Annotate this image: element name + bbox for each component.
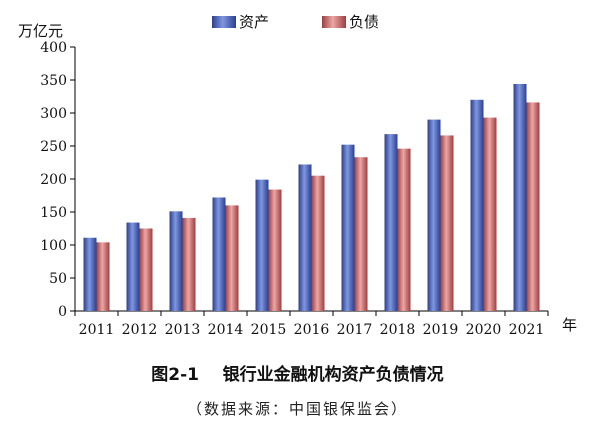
x-tick-label: 2019 — [423, 322, 459, 338]
y-tick-label: 0 — [58, 304, 67, 320]
x-tick-label: 2015 — [251, 322, 287, 338]
y-tick-label: 300 — [40, 106, 67, 122]
x-tick-label: 2016 — [294, 322, 330, 338]
bar-liabilities-2013 — [182, 217, 196, 311]
bar-assets-2021 — [513, 83, 527, 312]
bar-liabilities-2016 — [311, 175, 325, 311]
bar-assets-2016 — [298, 164, 312, 311]
y-tick-label: 200 — [40, 172, 67, 188]
x-tick-label: 2014 — [208, 322, 244, 338]
legend-swatch — [212, 16, 236, 28]
legend-swatch — [322, 16, 346, 28]
x-axis: 2011 2012 2013 2014 2015 2016 2017 2018 2019 2020… — [74, 310, 549, 338]
bar-assets-2013 — [169, 211, 183, 311]
bar-liabilities-2012 — [139, 228, 153, 311]
bar-liabilities-2015 — [268, 189, 282, 311]
bar-assets-2020 — [470, 99, 484, 311]
y-axis-unit-label: 万亿元 — [18, 22, 63, 40]
y-axis: 0 50 100 150 200 250 300 350 400 — [40, 40, 76, 320]
y-tick-label: 400 — [40, 40, 67, 56]
figure-source-note: （数据来源：中国银保监会） — [186, 400, 408, 418]
bar-liabilities-2021 — [526, 102, 540, 311]
bar-liabilities-2020 — [483, 117, 497, 312]
y-tick-label: 150 — [40, 205, 67, 221]
bar-series — [83, 83, 540, 312]
legend-label: 资产 — [239, 13, 269, 31]
x-tick-label: 2012 — [122, 322, 158, 338]
bar-assets-2014 — [212, 197, 226, 311]
legend-label: 负债 — [349, 13, 379, 31]
bar-assets-2015 — [255, 179, 269, 311]
bar-liabilities-2017 — [354, 157, 368, 311]
bar-chart: 万亿元 年 资产 负债 0 50 100 150 200 250 300 350 400 2011… — [18, 13, 577, 338]
bar-assets-2012 — [126, 222, 140, 311]
x-tick-label: 2018 — [380, 322, 416, 338]
y-tick-label: 250 — [40, 139, 67, 155]
bar-liabilities-2011 — [96, 242, 110, 311]
y-tick-label: 100 — [40, 238, 67, 254]
bar-assets-2011 — [83, 237, 97, 311]
bar-liabilities-2019 — [440, 135, 454, 311]
x-tick-label: 2020 — [466, 322, 502, 338]
bar-liabilities-2018 — [397, 148, 411, 311]
x-tick-label: 2013 — [165, 322, 201, 338]
chart-legend: 资产 负债 — [212, 13, 379, 31]
figure-caption-title: 图2-1 银行业金融机构资产负债情况 — [151, 365, 444, 385]
x-tick-label: 2021 — [509, 322, 545, 338]
x-tick-label: 2011 — [79, 322, 115, 338]
y-tick-label: 50 — [49, 271, 67, 287]
y-tick-label: 350 — [40, 73, 67, 89]
bar-assets-2018 — [384, 134, 398, 311]
bar-liabilities-2014 — [225, 205, 239, 311]
bar-assets-2017 — [341, 144, 355, 311]
bar-assets-2019 — [427, 119, 441, 311]
x-axis-unit-label: 年 — [562, 316, 577, 334]
x-tick-label: 2017 — [337, 322, 373, 338]
